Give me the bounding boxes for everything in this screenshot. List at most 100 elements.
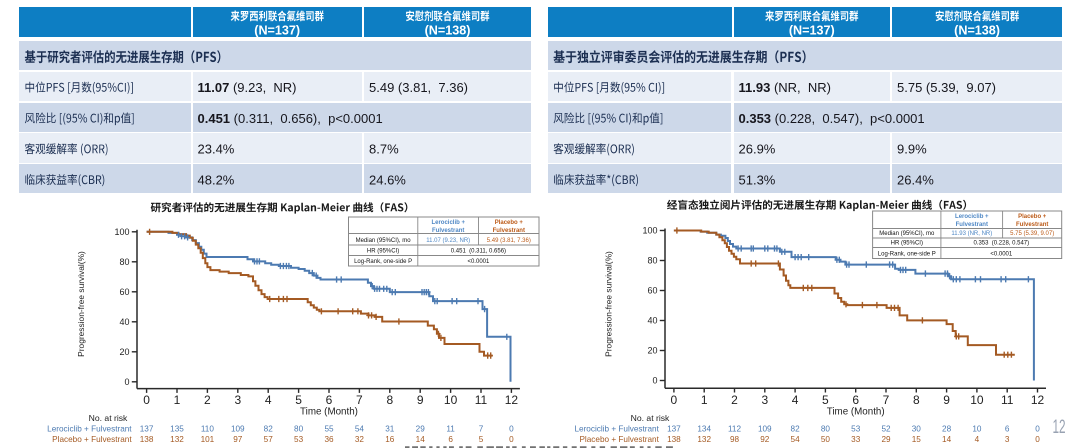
svg-text:80: 80 <box>647 256 657 266</box>
svg-text:0: 0 <box>1035 435 1040 444</box>
svg-text:52: 52 <box>881 425 891 434</box>
svg-text:3: 3 <box>234 393 241 407</box>
svg-text:No. at risk: No. at risk <box>89 413 128 423</box>
svg-text:101: 101 <box>201 435 215 444</box>
svg-text:97: 97 <box>233 435 243 444</box>
svg-text:4: 4 <box>792 393 799 407</box>
svg-text:No. at risk: No. at risk <box>631 413 670 423</box>
svg-text:Log-Rank, one-side P: Log-Rank, one-side P <box>878 252 936 258</box>
svg-text:109: 109 <box>758 425 772 434</box>
svg-text:HR (95%CI): HR (95%CI) <box>891 241 923 247</box>
svg-text:8.7%: 8.7% <box>369 142 399 157</box>
svg-text:55: 55 <box>324 425 334 434</box>
svg-text:Fulvestrant: Fulvestrant <box>432 228 464 234</box>
svg-text:Median (95%CI), mo: Median (95%CI), mo <box>879 231 935 237</box>
svg-text:92: 92 <box>760 435 770 444</box>
svg-text:Median (95%CI), mo: Median (95%CI), mo <box>356 238 412 244</box>
svg-text:20: 20 <box>647 346 657 356</box>
svg-text:7: 7 <box>883 393 890 407</box>
svg-text:Placebo + Fulvestrant: Placebo + Fulvestrant <box>52 435 132 444</box>
svg-text:82: 82 <box>791 425 801 434</box>
svg-text:(N=138): (N=138) <box>954 24 1000 38</box>
svg-text:<0.0001: <0.0001 <box>467 259 490 265</box>
svg-text:Fulvestrant: Fulvestrant <box>1016 222 1048 228</box>
svg-text:11.93 (NR, NR): 11.93 (NR, NR) <box>739 80 832 95</box>
svg-text:0.353 (0.228, 0.547): 0.353 (0.228, 0.547) <box>973 241 1029 247</box>
svg-text:135: 135 <box>170 425 184 434</box>
svg-text:110: 110 <box>201 425 214 434</box>
svg-text:6: 6 <box>326 393 333 407</box>
svg-text:9: 9 <box>417 393 424 407</box>
svg-text:10: 10 <box>444 393 458 407</box>
svg-text:5.75 (5.39, 9.07): 5.75 (5.39, 9.07) <box>897 80 996 95</box>
svg-text:12: 12 <box>1031 393 1045 407</box>
svg-text:5: 5 <box>822 393 829 407</box>
svg-text:0: 0 <box>1035 425 1040 434</box>
svg-text:1: 1 <box>701 393 708 407</box>
svg-text:11.07 (9.23, NR): 11.07 (9.23, NR) <box>198 80 297 95</box>
svg-text:6: 6 <box>448 435 453 444</box>
svg-text:80: 80 <box>821 425 831 434</box>
svg-text:11: 11 <box>446 425 455 434</box>
svg-text:0: 0 <box>509 425 514 434</box>
svg-text:4: 4 <box>265 393 272 407</box>
svg-text:80: 80 <box>119 257 129 267</box>
svg-text:0: 0 <box>509 435 514 444</box>
svg-text:109: 109 <box>231 425 245 434</box>
svg-text:10: 10 <box>972 425 982 434</box>
svg-text:15: 15 <box>912 435 922 444</box>
svg-text:1: 1 <box>174 393 181 407</box>
svg-text:40: 40 <box>647 316 657 326</box>
svg-text:53: 53 <box>851 425 861 434</box>
svg-text:Lerociclib + Fulvestrant: Lerociclib + Fulvestrant <box>574 425 659 434</box>
svg-text:5.49 (3.81, 7.36): 5.49 (3.81, 7.36) <box>369 80 468 95</box>
svg-text:6: 6 <box>852 393 859 407</box>
svg-text:8: 8 <box>386 393 393 407</box>
svg-text:29: 29 <box>881 435 891 444</box>
svg-text:137: 137 <box>140 425 154 434</box>
svg-text:0.451 (0.311, 0.656): 0.451 (0.311, 0.656) <box>451 249 506 255</box>
svg-text:134: 134 <box>697 425 711 434</box>
svg-text:Time (Month): Time (Month) <box>300 407 358 418</box>
svg-text:0: 0 <box>671 393 678 407</box>
svg-text:100: 100 <box>642 226 657 236</box>
svg-text:57: 57 <box>264 435 274 444</box>
svg-text:7: 7 <box>356 393 363 407</box>
svg-text:80: 80 <box>294 425 304 434</box>
svg-text:100: 100 <box>114 227 129 237</box>
svg-text:12: 12 <box>505 393 519 407</box>
svg-text:33: 33 <box>851 435 861 444</box>
svg-text:Progression-free survival(%): Progression-free survival(%) <box>76 251 86 357</box>
svg-text:Fulvestrant: Fulvestrant <box>493 228 525 234</box>
svg-text:Lerociclib +: Lerociclib + <box>431 220 465 226</box>
svg-text:5.49 (3.81, 7.36): 5.49 (3.81, 7.36) <box>487 238 531 244</box>
svg-text:Placebo + Fulvestrant: Placebo + Fulvestrant <box>579 435 659 444</box>
svg-text:Log-Rank, one-side P: Log-Rank, one-side P <box>354 259 412 265</box>
svg-text:3: 3 <box>761 393 768 407</box>
svg-text:31: 31 <box>385 425 395 434</box>
svg-text:40: 40 <box>119 317 129 327</box>
svg-text:138: 138 <box>140 435 154 444</box>
svg-text:16: 16 <box>385 435 395 444</box>
svg-text:36: 36 <box>324 435 334 444</box>
svg-text:2: 2 <box>731 393 738 407</box>
svg-text:<0.0001: <0.0001 <box>990 252 1013 258</box>
svg-text:5: 5 <box>479 435 484 444</box>
svg-text:9: 9 <box>943 393 950 407</box>
svg-text:48.2%: 48.2% <box>198 173 235 188</box>
svg-text:(N=137): (N=137) <box>789 24 835 38</box>
svg-text:Lerociclib + Fulvestrant: Lerociclib + Fulvestrant <box>47 425 132 434</box>
svg-text:0.451 (0.311, 0.656), p<0.00: 0.451 (0.311, 0.656), p<0.0001 <box>198 111 383 126</box>
svg-text:12: 12 <box>1053 417 1066 437</box>
svg-text:0: 0 <box>124 377 129 387</box>
svg-text:Placebo +: Placebo + <box>1018 214 1047 220</box>
svg-text:112: 112 <box>728 425 741 434</box>
svg-text:54: 54 <box>355 425 365 434</box>
svg-text:0.353 (0.228, 0.547), p<0.00: 0.353 (0.228, 0.547), p<0.0001 <box>739 111 925 126</box>
svg-text:0: 0 <box>143 393 150 407</box>
svg-text:60: 60 <box>119 287 129 297</box>
svg-text:Placebo +: Placebo + <box>495 220 524 226</box>
svg-text:138: 138 <box>667 435 681 444</box>
svg-text:3: 3 <box>1005 435 1010 444</box>
svg-text:4: 4 <box>975 435 980 444</box>
